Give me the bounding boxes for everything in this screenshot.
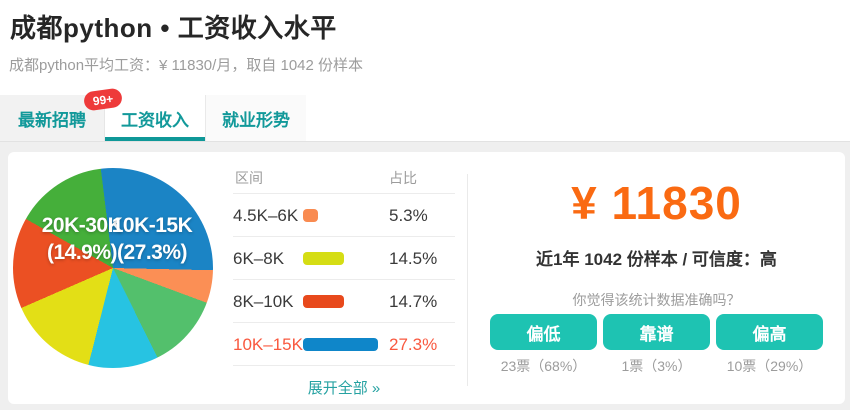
- salary-stats-card: 20K-30K (14.9%) 10K-15K (27.3%) 区间 占比 4.…: [8, 152, 845, 404]
- vote-buttons-row: 偏低 靠谱 偏高: [468, 314, 845, 350]
- range-bar-swatch: [303, 295, 344, 308]
- vote-too-high-button[interactable]: 偏高: [716, 314, 823, 350]
- vote-too-low-button[interactable]: 偏低: [490, 314, 597, 350]
- table-row-highlighted: 10K–15K 27.3%: [233, 323, 455, 366]
- range-bar-swatch: [303, 209, 318, 222]
- sample-stats-line: 近1年 1042 份样本 / 可信度：高: [536, 250, 777, 269]
- vote-count-too-high: 10票（29%）: [726, 358, 813, 374]
- tab-salary-income[interactable]: 工资收入: [105, 95, 205, 141]
- range-label: 10K–15K: [233, 335, 303, 354]
- salary-range-table: 区间 占比 4.5K–6K 5.3% 6K–8K 14.5% 8K–10K 14…: [233, 158, 455, 398]
- table-row: 4.5K–6K 5.3%: [233, 194, 455, 237]
- table-header: 区间 占比: [233, 158, 455, 194]
- range-bar-swatch: [303, 252, 344, 265]
- tab-employment-trend[interactable]: 就业形势: [205, 95, 306, 141]
- page-subtitle: 成都python平均工资：¥ 11830/月，取自 1042 份样本: [9, 57, 364, 74]
- tab-employment-trend-label: 就业形势: [222, 110, 290, 130]
- page-header: 成都python • 工资收入水平 成都python平均工资：¥ 11830/月…: [0, 0, 850, 142]
- range-label: 6K–8K: [233, 249, 285, 268]
- vote-count-accurate: 1票（3%）: [621, 358, 692, 374]
- vote-count-too-low: 23票（68%）: [500, 358, 587, 374]
- vote-counts-row: 23票（68%） 1票（3%） 10票（29%）: [468, 356, 845, 376]
- vertical-divider: [467, 174, 468, 386]
- share-value: 14.7%: [389, 292, 438, 311]
- pie-chart[interactable]: [13, 168, 213, 368]
- vote-accurate-button[interactable]: 靠谱: [603, 314, 710, 350]
- average-salary-value: ¥ 11830: [571, 177, 742, 229]
- summary-panel: ¥ 11830 近1年 1042 份样本 / 可信度：高 你觉得该统计数据准确吗…: [468, 152, 845, 404]
- share-value: 14.5%: [389, 249, 438, 268]
- range-label: 4.5K–6K: [233, 206, 299, 225]
- table-row: 8K–10K 14.7%: [233, 280, 455, 323]
- table-row: 6K–8K 14.5%: [233, 237, 455, 280]
- range-label: 8K–10K: [233, 292, 294, 311]
- page-title: 成都python • 工资收入水平: [10, 13, 337, 43]
- vote-question: 你觉得该统计数据准确吗？: [572, 292, 741, 308]
- share-value: 5.3%: [389, 206, 428, 225]
- active-tab-underline: [105, 137, 205, 141]
- share-value: 27.3%: [389, 335, 438, 354]
- tab-latest-jobs-label: 最新招聘: [18, 110, 86, 130]
- column-header-range: 区间: [235, 170, 263, 186]
- tab-bar: 最新招聘 工资收入 就业形势: [0, 95, 850, 141]
- column-header-share: 占比: [389, 170, 417, 186]
- tab-salary-income-label: 工资收入: [121, 110, 189, 130]
- range-bar-swatch: [303, 338, 378, 351]
- expand-all-link[interactable]: 展开全部 »: [307, 380, 381, 397]
